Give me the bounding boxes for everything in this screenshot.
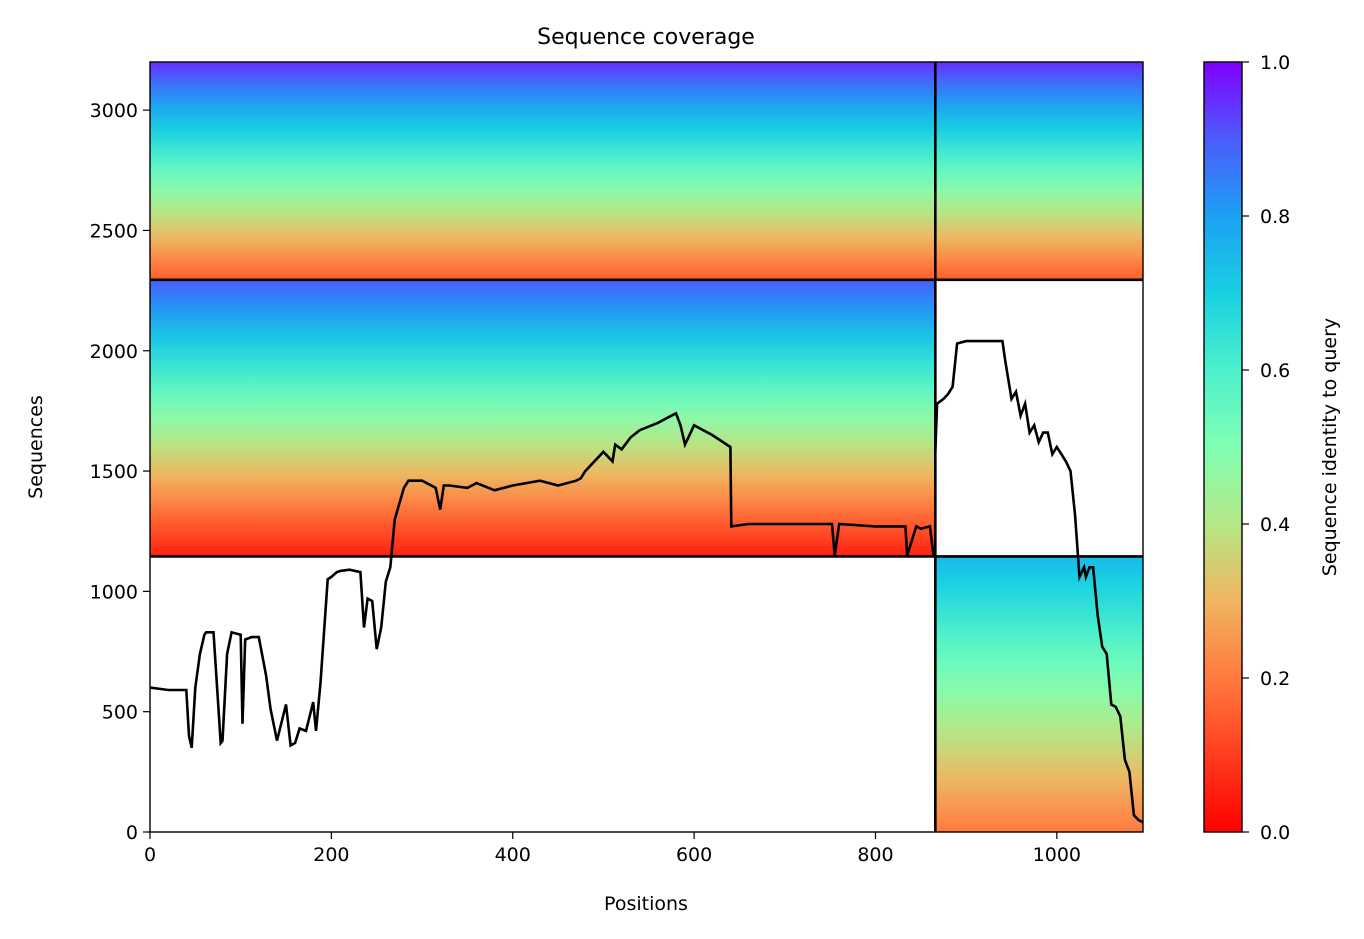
y-tick-label: 500: [102, 702, 138, 724]
y-axis-ticks: 0 500 1000 1500 2000 2500 3000: [90, 100, 150, 844]
x-tick-label: 400: [495, 844, 531, 866]
y-tick-label: 2500: [90, 220, 138, 242]
colorbar: [1203, 61, 1243, 833]
x-axis-label: Positions: [604, 893, 688, 915]
x-tick-label: 600: [676, 844, 712, 866]
x-tick-label: 800: [857, 844, 893, 866]
colorbar-tick-label: 0.6: [1260, 360, 1290, 382]
x-tick-label: 0: [144, 844, 156, 866]
coverage-block: [935, 62, 1143, 280]
y-tick-label: 1500: [90, 461, 138, 483]
chart-title: Sequence coverage: [537, 25, 755, 50]
colorbar-tick-label: 0.2: [1260, 668, 1290, 690]
coverage-blocks: [150, 62, 1143, 832]
colorbar-tick-label: 0.8: [1260, 206, 1290, 228]
coverage-block: [150, 279, 936, 557]
colorbar-tick-label: 1.0: [1260, 52, 1290, 74]
y-tick-label: 2000: [90, 341, 138, 363]
x-axis-ticks: 0 200 400 600 800 1000: [144, 832, 1081, 866]
y-tick-label: 0: [126, 822, 138, 844]
chain-boundaries: [150, 62, 1143, 832]
plot-frame: [149, 61, 1144, 833]
colorbar-ticks: 0.0 0.2 0.4 0.6 0.8 1.0: [1242, 52, 1290, 844]
coverage-block: [935, 556, 1143, 832]
colorbar-tick-label: 0.4: [1260, 514, 1290, 536]
coverage-line-chain-2: [934, 339, 1143, 824]
colorbar-tick-label: 0.0: [1260, 822, 1290, 844]
y-axis-label: Sequences: [25, 395, 47, 499]
x-tick-label: 200: [313, 844, 349, 866]
coverage-line-chain-1: [150, 411, 935, 749]
y-tick-label: 3000: [90, 100, 138, 122]
y-tick-label: 1000: [90, 581, 138, 603]
coverage-block: [150, 62, 936, 280]
colorbar-label: Sequence identity to query: [1319, 318, 1341, 576]
x-tick-label: 1000: [1033, 844, 1081, 866]
